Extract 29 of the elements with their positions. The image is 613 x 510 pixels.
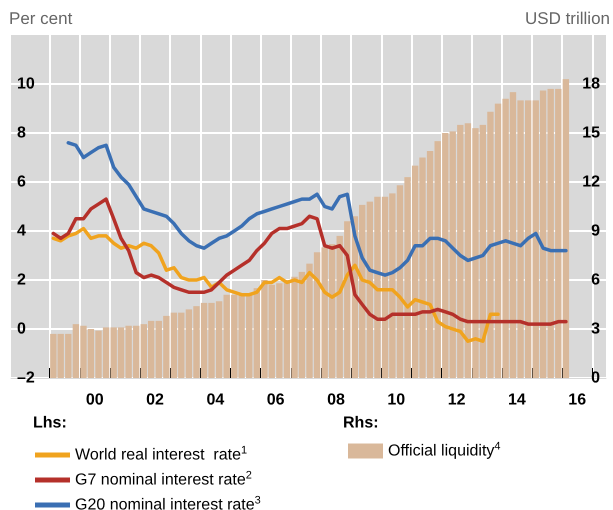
- line-series: [52, 226, 500, 343]
- x-tick-label: 14: [508, 392, 526, 408]
- text: Lhs:: [33, 414, 67, 432]
- line-series: [52, 197, 568, 326]
- x-tick-label: 00: [86, 392, 104, 408]
- y2-tick-label: 3: [591, 320, 600, 338]
- y-tick-label: 2: [17, 272, 26, 288]
- y2-tick-label: 12: [582, 174, 600, 190]
- x-tick-label: 06: [266, 392, 285, 408]
- y-tick-label: 4: [17, 222, 26, 240]
- y-tick-label: –2: [17, 370, 35, 386]
- x-tick-label: 12: [448, 392, 466, 408]
- y-tick-label: 10: [17, 76, 35, 92]
- y-tick-label: 0: [17, 320, 26, 338]
- y-axis-title: Per cent: [9, 9, 73, 28]
- y2-axis-title: USD trillion: [524, 9, 610, 28]
- x-tick-label: 08: [327, 392, 345, 408]
- y2-tick-label: 9: [591, 222, 600, 240]
- text: Rhs:: [343, 414, 379, 432]
- x-tick-label: 02: [146, 392, 164, 408]
- y2-tick-label: 15: [582, 124, 600, 142]
- x-tick-label: 04: [206, 392, 224, 408]
- x-tick-label: 16: [568, 392, 586, 408]
- x-tick-label: 10: [387, 392, 406, 408]
- line-series: [66, 141, 568, 277]
- y2-tick-label: 6: [591, 272, 600, 288]
- y2-tick-label: 18: [582, 76, 600, 92]
- y-tick-label: 8: [17, 124, 26, 142]
- y-tick-label: 6: [17, 174, 26, 190]
